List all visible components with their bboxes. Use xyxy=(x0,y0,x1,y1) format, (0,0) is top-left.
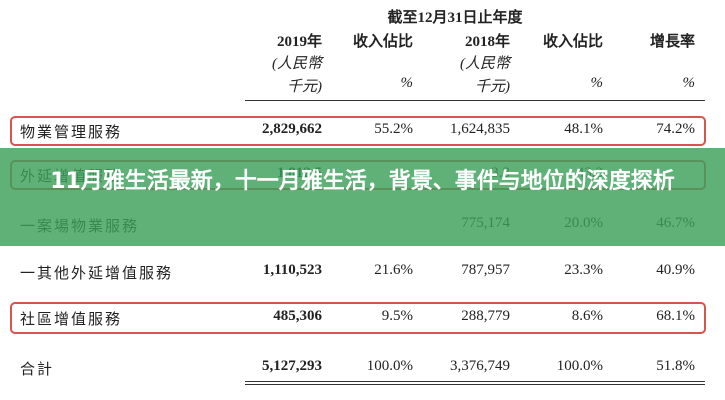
cell: 2,829,662 xyxy=(262,121,322,137)
highlight-box xyxy=(10,116,706,146)
column-header: 千元) xyxy=(287,79,322,95)
cell: 288,779 xyxy=(461,308,510,324)
column-header: (人民幣 xyxy=(460,56,510,72)
cell: 100.0% xyxy=(556,358,603,374)
highlight-box xyxy=(10,302,706,334)
cell: 51.8% xyxy=(656,358,695,374)
total-rule xyxy=(245,381,705,382)
cell: 40.9% xyxy=(656,262,695,278)
cell: 74.2% xyxy=(656,121,695,137)
column-header: 增長率 xyxy=(649,34,695,50)
column-header: 2018年 xyxy=(464,34,510,50)
row-label: 社區增值服務 xyxy=(20,312,123,328)
cell: 1,110,523 xyxy=(262,262,322,278)
cell: 68.1% xyxy=(656,308,695,324)
row-label: 合計 xyxy=(20,362,55,378)
cell: 3,376,749 xyxy=(450,358,510,374)
cell: 23.3% xyxy=(564,262,603,278)
banner-title: 11月雅生活最新，十一月雅生活，背景、事件与地位的深度探析 xyxy=(50,169,675,194)
column-header: 千元) xyxy=(475,79,510,95)
cell: 485,306 xyxy=(273,308,322,324)
header-rule xyxy=(245,100,705,101)
period-header: 截至12月31日止年度 xyxy=(387,10,523,26)
cell: 5,127,293 xyxy=(262,358,322,374)
cell: 100.0% xyxy=(366,358,413,374)
column-header: 收入佔比 xyxy=(352,34,413,50)
column-header: % xyxy=(400,75,414,91)
banner: 11月雅生活最新，十一月雅生活，背景、事件与地位的深度探析 xyxy=(0,148,725,246)
cell: 9.5% xyxy=(381,308,413,324)
column-header: % xyxy=(682,75,696,91)
cell: 55.2% xyxy=(374,121,413,137)
cell: 787,957 xyxy=(461,262,510,278)
row-label: 一其他外延增值服務 xyxy=(20,266,174,282)
row-label: 物業管理服務 xyxy=(20,125,123,141)
cell: 21.6% xyxy=(374,262,413,278)
cell: 1,624,835 xyxy=(450,121,510,137)
cell: 8.6% xyxy=(571,308,603,324)
column-header: 2019年 xyxy=(276,34,322,50)
total-rule xyxy=(245,384,705,385)
column-header: (人民幣 xyxy=(272,56,322,72)
cell: 48.1% xyxy=(564,121,603,137)
column-header: % xyxy=(590,75,604,91)
column-header: 收入佔比 xyxy=(542,34,603,50)
